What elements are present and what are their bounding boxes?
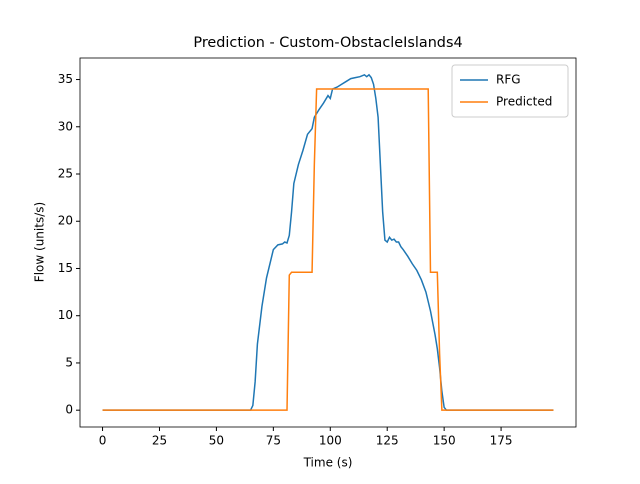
y-tick-label: 25	[58, 167, 73, 181]
legend-label: RFG	[496, 73, 521, 87]
x-tick-label: 75	[266, 434, 281, 448]
x-tick-label: 125	[376, 434, 399, 448]
legend-box	[451, 64, 569, 118]
y-tick-label: 5	[65, 355, 73, 369]
x-tick-label: 25	[152, 434, 167, 448]
axes-frame	[79, 57, 577, 428]
y-tick-label: 30	[58, 119, 73, 133]
y-tick-label: 10	[58, 308, 73, 322]
x-tick-label: 150	[433, 434, 456, 448]
y-tick-label: 35	[58, 72, 73, 86]
x-tick-label: 0	[99, 434, 107, 448]
x-axis-label: Time (s)	[303, 456, 353, 470]
chart-title: Prediction - Custom-ObstacleIslands4	[193, 35, 462, 51]
y-axis-label: Flow (units/s)	[33, 202, 47, 282]
line	[102, 88, 554, 411]
x-tick-label: 50	[209, 434, 224, 448]
line	[102, 73, 554, 411]
x-tick-label: 100	[319, 434, 342, 448]
y-tick-label: 15	[58, 261, 73, 275]
y-tick-label: 20	[58, 214, 73, 228]
x-tick-label: 175	[490, 434, 513, 448]
y-tick-label: 0	[65, 403, 73, 417]
legend-label: Predicted	[496, 95, 552, 109]
